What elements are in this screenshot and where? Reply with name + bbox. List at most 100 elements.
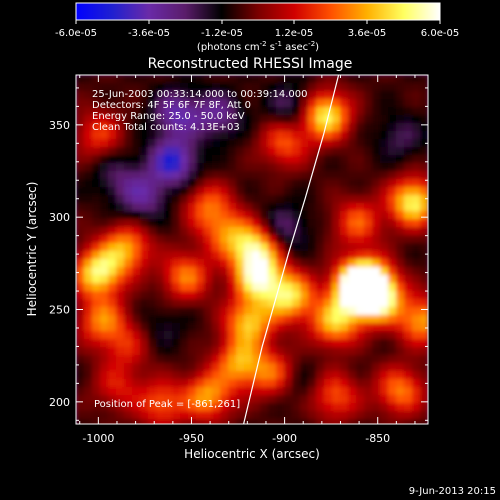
heatmap-cell <box>252 163 261 172</box>
heatmap-cell <box>292 219 301 228</box>
heatmap-cell <box>164 379 173 388</box>
heatmap-cell <box>172 179 181 188</box>
heatmap-cell <box>196 307 205 316</box>
heatmap-cell <box>268 355 277 364</box>
heatmap-cell <box>140 155 149 164</box>
heatmap-cell <box>92 219 101 228</box>
heatmap-cell <box>236 403 245 412</box>
heatmap-cell <box>332 403 341 412</box>
heatmap-cell <box>188 235 197 244</box>
heatmap-cell <box>84 163 93 172</box>
heatmap-cell <box>76 139 85 148</box>
heatmap-cell <box>284 91 293 100</box>
heatmap-cell <box>156 243 165 252</box>
heatmap-cell <box>292 243 301 252</box>
heatmap-cell <box>252 99 261 108</box>
heatmap-cell <box>196 291 205 300</box>
heatmap-cell <box>332 139 341 148</box>
heatmap-cell <box>396 315 405 324</box>
heatmap-cell <box>340 75 349 84</box>
heatmap-cell <box>212 139 221 148</box>
heatmap-cell <box>324 307 333 316</box>
heatmap-cell <box>132 411 141 420</box>
heatmap-cell <box>420 147 428 156</box>
heatmap-cell <box>420 123 428 132</box>
heatmap-cell <box>300 211 309 220</box>
heatmap-cell <box>172 211 181 220</box>
heatmap-cell <box>380 91 389 100</box>
heatmap-cell <box>156 283 165 292</box>
heatmap-cell <box>300 163 309 172</box>
heatmap-cell <box>140 371 149 380</box>
heatmap-cell <box>308 403 317 412</box>
heatmap-cell <box>260 299 269 308</box>
heatmap-cell <box>172 403 181 412</box>
heatmap-cell <box>172 107 181 116</box>
heatmap-cell <box>404 75 413 84</box>
heatmap-cell <box>244 115 253 124</box>
heatmap-cell <box>84 379 93 388</box>
heatmap-cell <box>252 227 261 236</box>
heatmap-cell <box>276 179 285 188</box>
heatmap-cell <box>292 419 301 424</box>
heatmap-cell <box>156 395 165 404</box>
heatmap-cell <box>148 99 157 108</box>
heatmap-cell <box>396 99 405 108</box>
heatmap-cell <box>316 403 325 412</box>
heatmap-cell <box>236 139 245 148</box>
heatmap-cell <box>188 227 197 236</box>
heatmap-cell <box>228 347 237 356</box>
heatmap-cell <box>148 379 157 388</box>
heatmap-cell <box>308 275 317 284</box>
heatmap-cell <box>92 211 101 220</box>
heatmap-cell <box>204 275 213 284</box>
heatmap-cell <box>260 163 269 172</box>
heatmap-cell <box>212 187 221 196</box>
colorbar-ticks <box>75 20 441 24</box>
heatmap-cell <box>164 163 173 172</box>
heatmap-cell <box>364 395 373 404</box>
heatmap-cell <box>348 91 357 100</box>
heatmap-cell <box>100 147 109 156</box>
heatmap-cell <box>228 83 237 92</box>
heatmap-cell <box>388 339 397 348</box>
colorbar-tick-label: -6.0e-05 <box>55 28 97 39</box>
heatmap-cell <box>228 115 237 124</box>
heatmap-cell <box>260 219 269 228</box>
heatmap-cell <box>220 219 229 228</box>
heatmap-cell <box>204 347 213 356</box>
heatmap-cell <box>364 323 373 332</box>
heatmap-cell <box>380 131 389 140</box>
heatmap-cell <box>300 235 309 244</box>
heatmap-cell <box>180 315 189 324</box>
heatmap-cell <box>292 75 301 84</box>
heatmap-cell <box>412 99 421 108</box>
heatmap-cell <box>380 163 389 172</box>
heatmap-cell <box>220 147 229 156</box>
heatmap-cell <box>380 291 389 300</box>
heatmap-cell <box>204 203 213 212</box>
heatmap-cell <box>156 411 165 420</box>
heatmap-cell <box>284 99 293 108</box>
heatmap-cell <box>212 75 221 84</box>
heatmap-cell <box>180 179 189 188</box>
heatmap-cell <box>124 307 133 316</box>
heatmap-cell <box>316 171 325 180</box>
heatmap-cell <box>244 275 253 284</box>
heatmap-cell <box>300 203 309 212</box>
heatmap-cell <box>236 323 245 332</box>
heatmap-cell <box>388 331 397 340</box>
heatmap-cell <box>316 355 325 364</box>
heatmap-cell <box>196 131 205 140</box>
heatmap-cell <box>164 171 173 180</box>
heatmap-cell <box>244 243 253 252</box>
heatmap-cell <box>316 115 325 124</box>
heatmap-cell <box>108 363 117 372</box>
heatmap-cell <box>204 235 213 244</box>
heatmap-cell <box>236 155 245 164</box>
heatmap-cell <box>180 123 189 132</box>
heatmap-cell <box>364 171 373 180</box>
heatmap-cell <box>268 395 277 404</box>
heatmap-cell <box>100 363 109 372</box>
heatmap-cell <box>420 283 428 292</box>
